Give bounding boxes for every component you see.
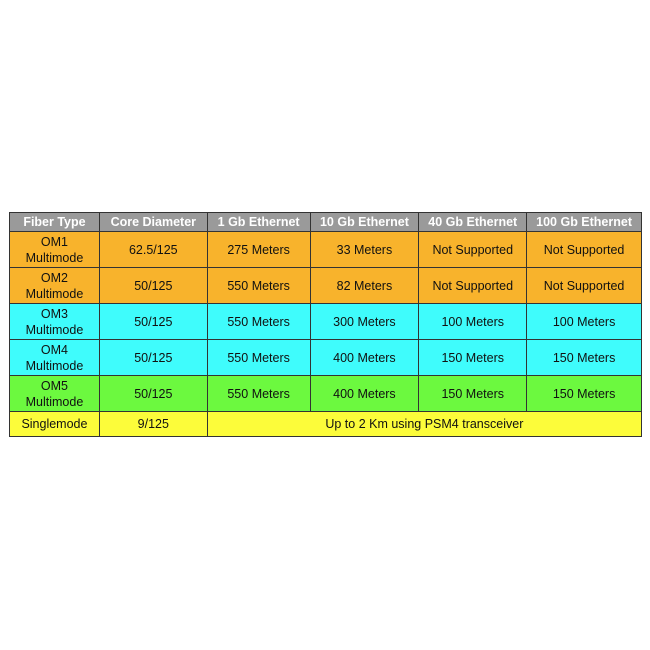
type-mode: Multimode [25,286,84,301]
g10: 400 Meters [309,339,420,376]
header-1gb: 1 Gb Ethernet [206,212,311,232]
g10: 33 Meters [309,231,420,268]
g1: 550 Meters [206,339,311,376]
core: 50/125 [98,339,208,376]
core: 62.5/125 [98,231,208,268]
core: 50/125 [98,267,208,304]
g40: 100 Meters [418,303,528,340]
g100: 150 Meters [526,375,642,412]
fiber-type: Singlemode [9,411,100,437]
type-name: OM1 [40,234,68,249]
fiber-type: OM1 Multimode [9,231,100,268]
g10: 82 Meters [309,267,420,304]
g1: 550 Meters [206,375,311,412]
g40: 150 Meters [418,339,528,376]
type-mode: Multimode [25,250,84,265]
g40: Not Supported [418,267,528,304]
type-name: OM5 [40,378,68,393]
g1: 275 Meters [206,231,311,268]
fiber-comparison-table: Fiber Type Core Diameter 1 Gb Ethernet 1… [9,212,643,437]
header-40gb: 40 Gb Ethernet [418,212,528,232]
fiber-type: OM3 Multimode [9,303,100,340]
table-row-singlemode: Singlemode 9/125 Up to 2 Km using PSM4 t… [9,411,643,437]
g40: 150 Meters [418,375,528,412]
fiber-type: OM2 Multimode [9,267,100,304]
core: 50/125 [98,303,208,340]
g1: 550 Meters [206,303,311,340]
fiber-type: OM5 Multimode [9,375,100,412]
core: 9/125 [98,411,208,437]
header-10gb: 10 Gb Ethernet [309,212,420,232]
g10: 300 Meters [309,303,420,340]
table-row-om1: OM1 Multimode 62.5/125 275 Meters 33 Mete… [9,231,642,268]
type-name: OM3 [40,306,68,321]
header-row: Fiber Type Core Diameter 1 Gb Ethernet 1… [9,212,642,232]
g40: Not Supported [418,231,528,268]
core: 50/125 [98,375,208,412]
table-row-om2: OM2 Multimode 50/125 550 Meters 82 Meters… [9,267,642,304]
type-name: OM2 [40,270,68,285]
fiber-type: OM4 Multimode [9,339,100,376]
table-row-om3: OM3 Multimode 50/125 550 Meters 300 Meter… [9,303,642,340]
header-core-diameter: Core Diameter [98,212,208,232]
type-name: OM4 [40,342,68,357]
g100: 150 Meters [526,339,642,376]
type-mode: Multimode [25,394,84,409]
type-mode: Multimode [25,358,84,373]
g1: 550 Meters [206,267,311,304]
header-fiber-type: Fiber Type [9,212,100,232]
g100: Not Supported [526,267,642,304]
g100: 100 Meters [526,303,642,340]
singlemode-note: Up to 2 Km using PSM4 transceiver [206,411,643,437]
g10: 400 Meters [309,375,420,412]
header-100gb: 100 Gb Ethernet [526,212,642,232]
g100: Not Supported [526,231,642,268]
table-row-om5: OM5 Multimode 50/125 550 Meters 400 Meter… [9,375,642,412]
table-row-om4: OM4 Multimode 50/125 550 Meters 400 Meter… [9,339,642,376]
type-mode: Multimode [25,322,84,337]
